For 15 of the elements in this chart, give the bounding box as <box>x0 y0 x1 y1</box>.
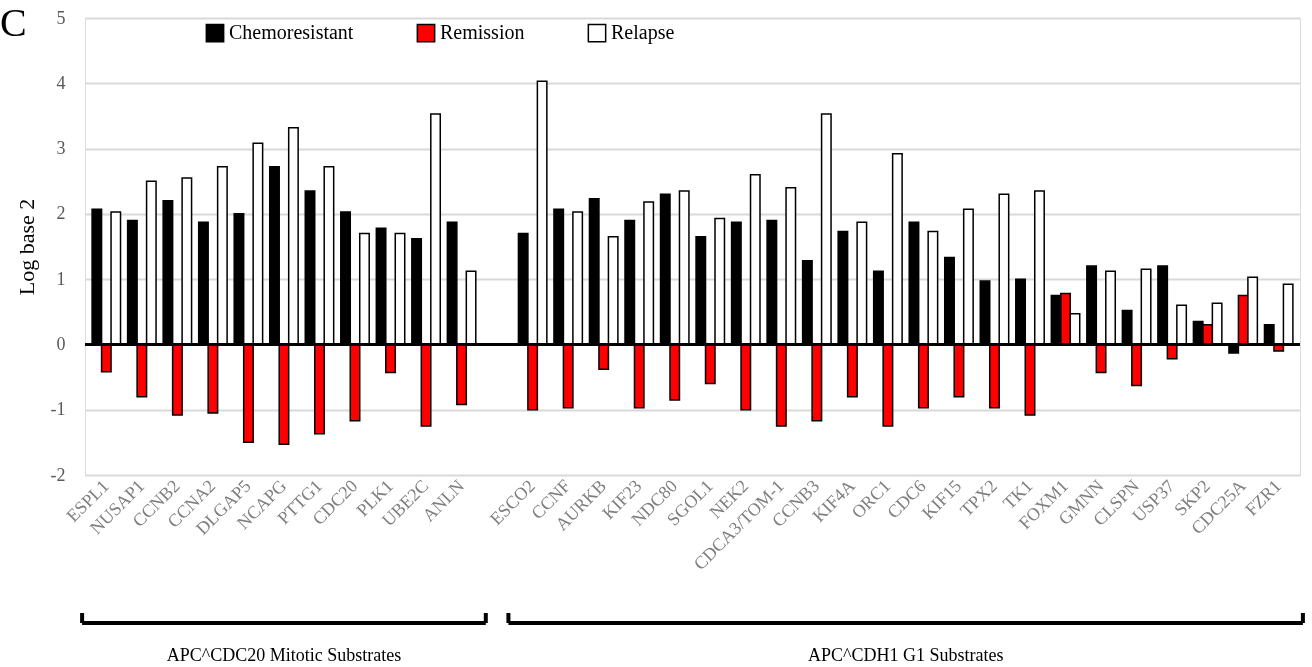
legend-label: Relapse <box>611 21 675 45</box>
y-axis-title: Log base 2 <box>13 198 39 296</box>
legend-label: Remission <box>440 21 525 44</box>
y-tick-label: 2 <box>56 203 66 224</box>
legend-label: Chemoresistant <box>229 21 354 44</box>
y-tick-label: 4 <box>56 72 66 93</box>
text: APC^CDC20 Mitotic Substrates <box>166 645 402 665</box>
y-tick-label: 5 <box>56 7 66 28</box>
text: C <box>0 0 27 45</box>
text: APC^CDH1 G1 Substrates <box>807 645 1004 665</box>
y-tick-label: 1 <box>56 268 66 289</box>
y-tick-label: -2 <box>50 464 66 485</box>
y-tick-label: 0 <box>56 333 66 354</box>
y-tick-label: 3 <box>56 138 66 159</box>
y-tick-label: -1 <box>50 399 66 420</box>
